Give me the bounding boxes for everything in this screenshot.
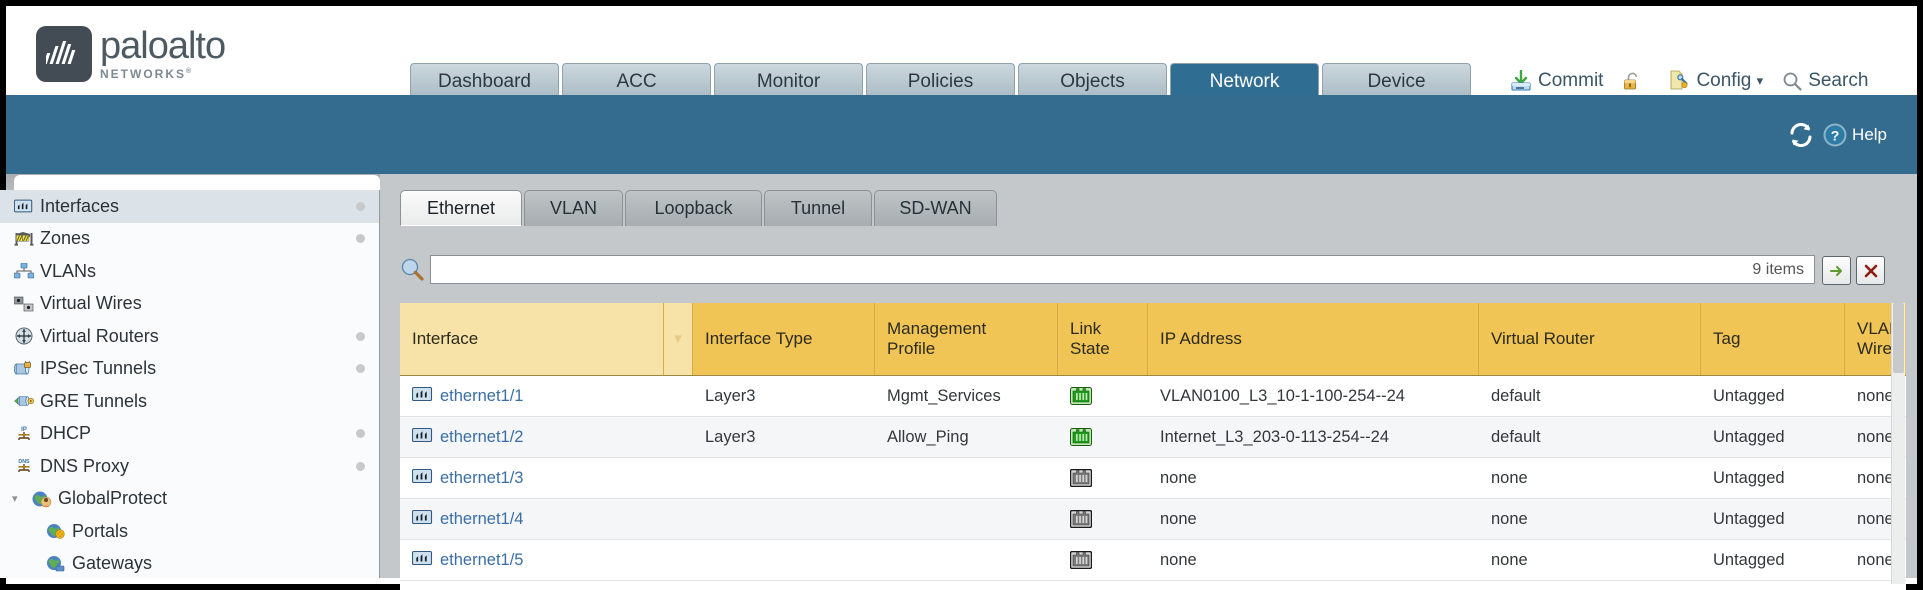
svg-text:?: ? (1831, 128, 1840, 144)
